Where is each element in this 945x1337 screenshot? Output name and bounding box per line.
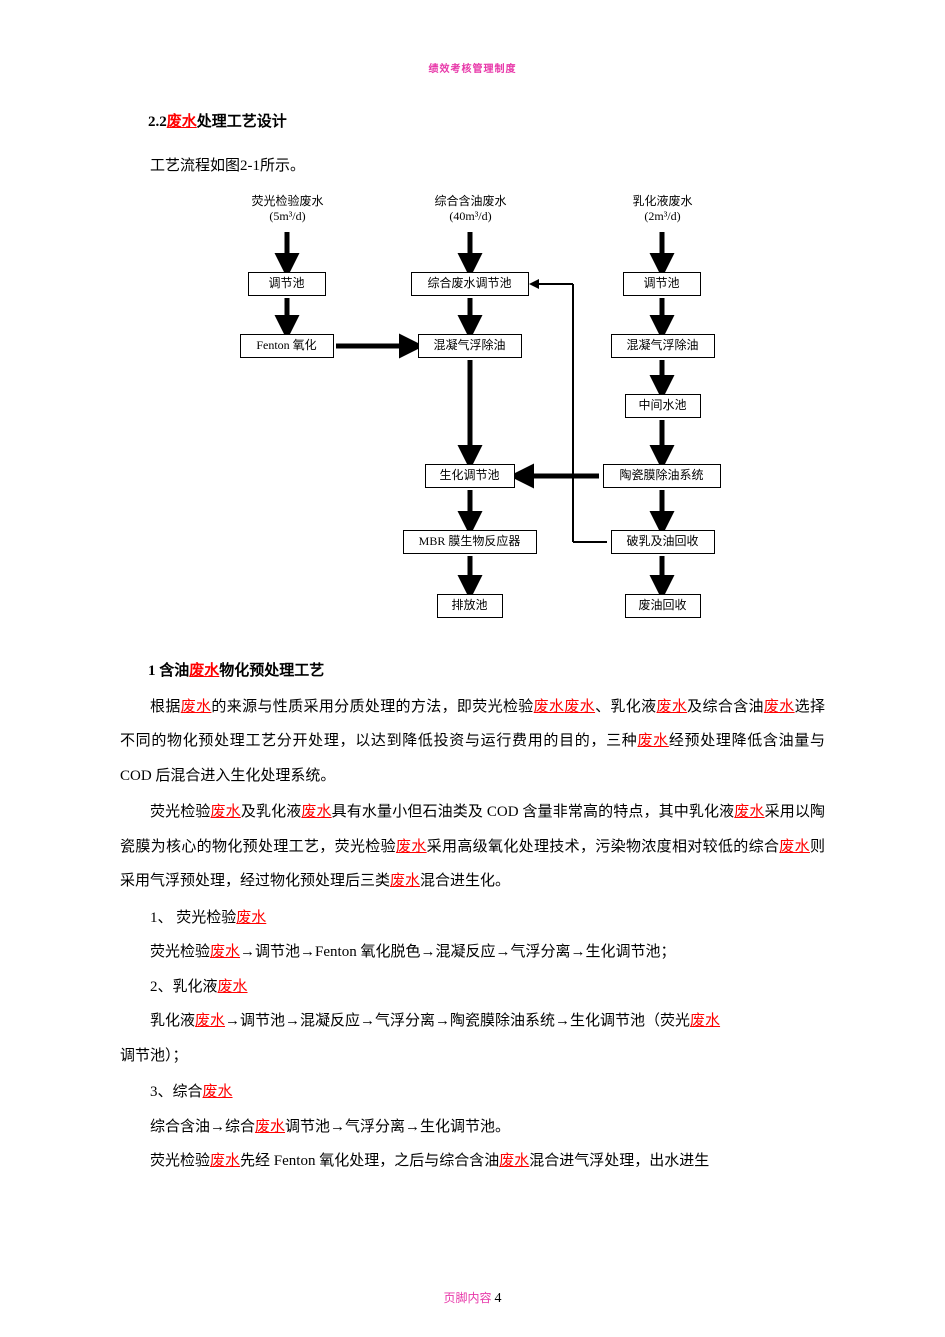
- red-term: 废水: [764, 699, 795, 715]
- red-term: 废水: [564, 699, 595, 715]
- text-run: 的来源与性质采用分质处理的方法，即荧光检验: [211, 699, 533, 715]
- flowchart-node: 混凝气浮除油: [611, 334, 715, 358]
- flowchart-node: 调节池: [623, 272, 701, 296]
- subhead-a: 含油: [159, 663, 189, 679]
- red-term: 废水: [637, 733, 668, 749]
- item-3-flow: 综合含油→综合废水调节池→气浮分离→生化调节池。: [150, 1110, 825, 1145]
- flowchart-node: MBR 膜生物反应器: [403, 530, 537, 554]
- item-2-flow-cont: 调节池）；: [120, 1039, 825, 1074]
- red-term: 废水: [390, 873, 420, 889]
- text-run: 先经 Fenton 氧化处理，之后与综合含油: [240, 1153, 499, 1169]
- subhead-num: 1: [148, 663, 156, 679]
- red-term: 废水: [210, 1153, 240, 1169]
- subheading-1: 1 含油废水物化预处理工艺: [148, 659, 825, 680]
- flowchart-node: 破乳及油回收: [611, 530, 715, 554]
- i1-flow-b: →调节池→Fenton 氧化脱色→混凝反应→气浮分离→生化调节池；: [240, 944, 675, 960]
- item-2-label: 2、乳化液废水: [150, 970, 825, 1005]
- flowchart-label: 综合含油废水(40m³/d): [416, 194, 526, 225]
- i1-flow-red: 废水: [210, 944, 240, 960]
- intro-text: 工艺流程如图2-1所示。: [120, 149, 825, 184]
- red-term: 废水: [734, 804, 764, 820]
- i3-red: 废水: [203, 1084, 233, 1100]
- title-prefix: 2.2: [148, 114, 167, 130]
- section-title: 2.2废水处理工艺设计: [148, 110, 825, 131]
- page-footer: 页脚内容 4: [0, 1289, 945, 1307]
- flowchart-node: 混凝气浮除油: [418, 334, 522, 358]
- paragraph-1: 根据废水的来源与性质采用分质处理的方法，即荧光检验废水废水、乳化液废水及综合含油…: [120, 690, 825, 794]
- red-term: 废水: [656, 699, 687, 715]
- red-term: 废水: [396, 839, 427, 855]
- title-red: 废水: [167, 114, 197, 130]
- flowchart-node: 陶瓷膜除油系统: [603, 464, 721, 488]
- i2-flow-red2: 废水: [690, 1013, 720, 1029]
- i2-flow-b: →调节池→混凝反应→气浮分离→陶瓷膜除油系统→生化调节池（荧光: [225, 1013, 690, 1029]
- text-run: 采用高级氧化处理技术，污染物浓度相对较低的综合: [427, 839, 780, 855]
- item-1-flow: 荧光检验废水→调节池→Fenton 氧化脱色→混凝反应→气浮分离→生化调节池；: [150, 935, 825, 970]
- flowchart-node: 调节池: [248, 272, 326, 296]
- text-run: 及综合含油: [687, 699, 764, 715]
- item-1-label: 1、 荧光检验废水: [150, 901, 825, 936]
- i2-flow-red: 废水: [195, 1013, 225, 1029]
- text-run: 荧光检验: [150, 1153, 210, 1169]
- red-term: 废水: [534, 699, 565, 715]
- item-3-label: 3、综合废水: [150, 1075, 825, 1110]
- text-run: 混合进气浮处理，出水进生: [529, 1153, 709, 1169]
- text-run: 根据: [150, 699, 181, 715]
- item-2-flow: 乳化液废水→调节池→混凝反应→气浮分离→陶瓷膜除油系统→生化调节池（荧光废水: [150, 1004, 825, 1039]
- text-run: 及乳化液: [241, 804, 302, 820]
- paragraph-2: 荧光检验废水及乳化液废水具有水量小但石油类及 COD 含量非常高的特点，其中乳化…: [120, 795, 825, 899]
- red-term: 废水: [779, 839, 810, 855]
- flowchart-node: 中间水池: [625, 394, 701, 418]
- flowchart-node: 废油回收: [625, 594, 701, 618]
- flowchart: 调节池综合废水调节池调节池Fenton 氧化混凝气浮除油混凝气浮除油中间水池生化…: [193, 194, 753, 634]
- i1-label: 1、 荧光检验: [150, 910, 236, 926]
- i1-flow-a: 荧光检验: [150, 944, 210, 960]
- subhead-b: 物化预处理工艺: [219, 663, 324, 679]
- flowchart-node: Fenton 氧化: [240, 334, 334, 358]
- title-suffix: 处理工艺设计: [197, 114, 287, 130]
- i2-label: 2、乳化液: [150, 979, 218, 995]
- paragraph-3: 荧光检验废水先经 Fenton 氧化处理，之后与综合含油废水混合进气浮处理，出水…: [120, 1144, 825, 1179]
- footer-text: 页脚内容: [443, 1291, 491, 1305]
- red-term: 废水: [211, 804, 241, 820]
- i3-flow-red: 废水: [255, 1119, 285, 1135]
- text-run: 混合进生化。: [420, 873, 510, 889]
- text-run: 具有水量小但石油类及 COD 含量非常高的特点，其中乳化液: [332, 804, 735, 820]
- red-term: 废水: [301, 804, 331, 820]
- flowchart-node: 生化调节池: [425, 464, 515, 488]
- text-run: 荧光检验: [150, 804, 211, 820]
- flowchart-label: 荧光检验废水(5m³/d): [238, 194, 338, 225]
- i3-label: 3、综合: [150, 1084, 203, 1100]
- page-number: 4: [495, 1291, 502, 1306]
- i2-flow-c: 调节池）；: [120, 1048, 188, 1064]
- text-run: 、乳化液: [595, 699, 656, 715]
- subhead-red: 废水: [189, 663, 219, 679]
- flowchart-node: 综合废水调节池: [411, 272, 529, 296]
- i1-red: 废水: [236, 910, 266, 926]
- flowchart-node: 排放池: [437, 594, 503, 618]
- red-term: 废水: [181, 699, 212, 715]
- i3-flow-b: 调节池→气浮分离→生化调节池。: [285, 1119, 510, 1135]
- i2-red: 废水: [218, 979, 248, 995]
- red-term: 废水: [499, 1153, 529, 1169]
- i3-flow-a: 综合含油→综合: [150, 1119, 255, 1135]
- i2-flow-a: 乳化液: [150, 1013, 195, 1029]
- flowchart-label: 乳化液废水(2m³/d): [613, 194, 713, 225]
- page-header: 绩效考核管理制度: [120, 60, 825, 75]
